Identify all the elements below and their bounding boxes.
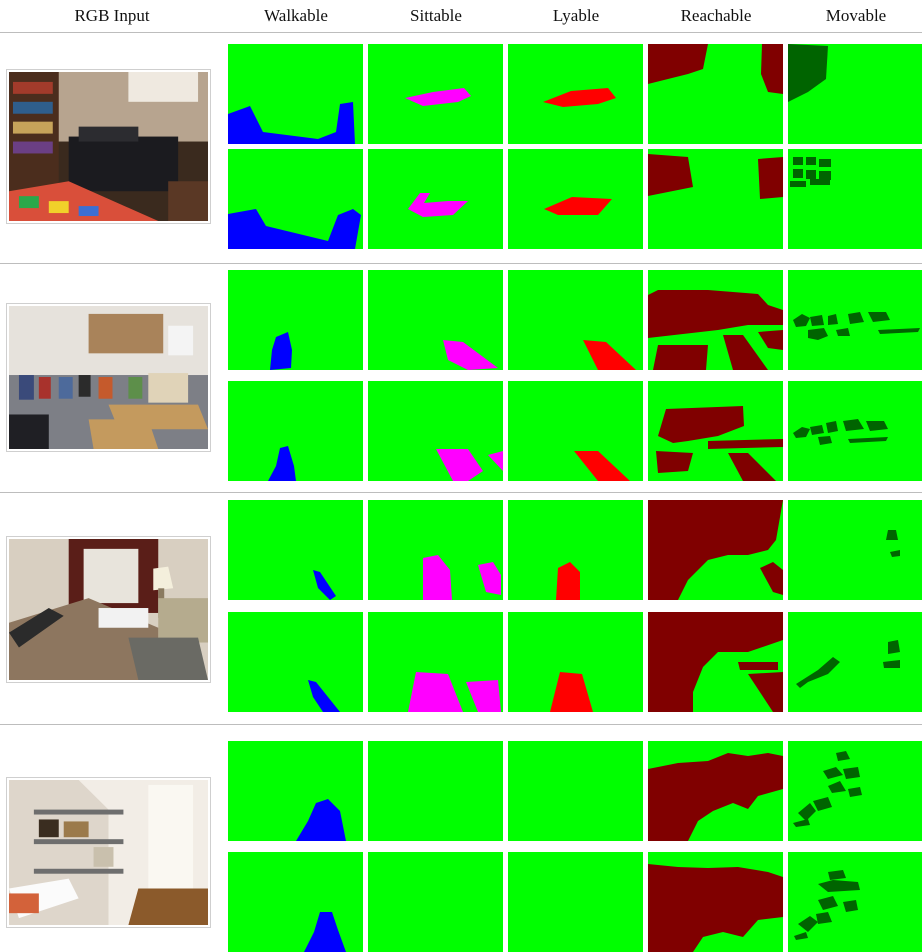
mask-movable: [788, 149, 922, 249]
mask-walkable: [228, 500, 363, 600]
header-reachable: Reachable: [680, 6, 752, 25]
header-sittable: Sittable: [410, 6, 462, 25]
mask-sittable: [368, 500, 503, 600]
mask-reachable: [648, 741, 783, 841]
mask-lyable: [508, 270, 643, 370]
header-movable: Movable: [825, 6, 887, 25]
separator: [0, 492, 922, 493]
mask-reachable: [648, 270, 783, 370]
mask-movable: [788, 381, 922, 481]
mask-sittable: [368, 852, 503, 952]
mask-sittable: [368, 381, 503, 481]
mask-movable: [788, 44, 922, 144]
separator: [0, 724, 922, 725]
mask-sittable: [368, 612, 503, 712]
mask-lyable: [508, 500, 643, 600]
mask-movable: [788, 500, 922, 600]
mask-walkable: [228, 741, 363, 841]
mask-reachable: [648, 612, 783, 712]
mask-reachable: [648, 149, 783, 249]
mask-movable: [788, 270, 922, 370]
mask-movable: [788, 852, 922, 952]
mask-reachable: [648, 500, 783, 600]
mask-reachable: [648, 381, 783, 481]
rgb-input-image-storage-room: [6, 777, 211, 928]
header-rgb-input: RGB Input: [74, 6, 150, 25]
rgb-input-image-classroom: [6, 303, 211, 452]
mask-movable: [788, 612, 922, 712]
mask-movable: [788, 741, 922, 841]
mask-lyable: [508, 44, 643, 144]
header-lyable: Lyable: [552, 6, 600, 25]
mask-reachable: [648, 852, 783, 952]
separator: [0, 32, 922, 33]
mask-sittable: [368, 149, 503, 249]
header-walkable: Walkable: [264, 6, 328, 25]
mask-walkable: [228, 852, 363, 952]
mask-lyable: [508, 852, 643, 952]
mask-sittable: [368, 270, 503, 370]
mask-lyable: [508, 612, 643, 712]
mask-walkable: [228, 149, 363, 249]
mask-lyable: [508, 381, 643, 481]
separator: [0, 263, 922, 264]
rgb-input-image-living-room: [6, 536, 211, 683]
mask-walkable: [228, 612, 363, 712]
mask-sittable: [368, 44, 503, 144]
mask-reachable: [648, 44, 783, 144]
mask-walkable: [228, 270, 363, 370]
mask-lyable: [508, 149, 643, 249]
mask-walkable: [228, 381, 363, 481]
mask-walkable: [228, 44, 363, 144]
rgb-input-image-bedroom: [6, 69, 211, 224]
mask-lyable: [508, 741, 643, 841]
mask-sittable: [368, 741, 503, 841]
